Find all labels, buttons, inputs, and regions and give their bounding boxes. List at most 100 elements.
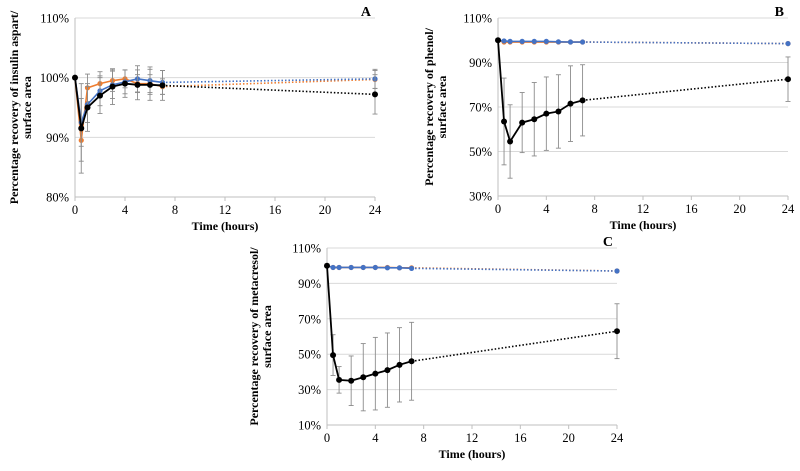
x-tick-label: 8 (421, 431, 427, 445)
data-point (495, 37, 501, 44)
series-trend-dotted (582, 78, 789, 102)
x-tick-label: 0 (324, 431, 330, 445)
data-point (531, 116, 538, 123)
series-trend-dotted (162, 84, 376, 96)
y-tick-label: 80% (46, 191, 69, 205)
data-point (84, 104, 91, 111)
x-tick-label: 4 (543, 202, 550, 216)
data-point (507, 138, 514, 145)
y-tick-label: 110% (40, 12, 69, 26)
x-tick-label: 8 (172, 203, 178, 217)
data-point (408, 358, 415, 365)
y-tick-label: 10% (298, 419, 321, 433)
x-tick-label: 0 (495, 202, 501, 216)
x-tick-label: 12 (637, 202, 650, 216)
x-tick-label: 16 (269, 203, 282, 217)
series-black-b (495, 37, 791, 179)
chart-panel-b: 30% 50% 70% 90% 110% 0 4 8 12 16 20 24 Time (hours) P… (422, 5, 795, 232)
data-point (396, 265, 403, 271)
y-axis-title-line: surface area (20, 76, 34, 139)
series-blue-c (324, 263, 620, 274)
y-tick-label: 50% (469, 145, 492, 159)
data-point (501, 38, 507, 44)
series-black-a (72, 68, 378, 174)
y-tick-label: 70% (469, 101, 492, 115)
data-point (336, 376, 343, 383)
x-tick-label: 4 (372, 431, 379, 445)
y-axis-title-line: surface area (260, 305, 274, 368)
y-axis-title: Percentage recovery of insulin aspart/su… (7, 10, 34, 204)
series-trend-dotted (582, 41, 789, 45)
y-tick-label: 110% (463, 12, 492, 26)
data-point (360, 374, 367, 381)
data-point (543, 110, 550, 117)
y-axis-title: Percentage recovery of metacresol/surfac… (247, 247, 274, 426)
x-tick-label: 20 (733, 202, 746, 216)
data-point (567, 100, 574, 107)
data-point (72, 74, 78, 81)
y-tick-label: 90% (46, 131, 69, 145)
series-line (497, 40, 583, 144)
x-tick-label: 20 (319, 203, 332, 217)
data-point (372, 370, 379, 377)
series-blue-b (495, 37, 791, 47)
x-tick-label: 16 (514, 431, 527, 445)
chart-panel-c: 10% 30% 50% 70% 90% 110% 0 4 8 12 16 20 24 Time (hour… (247, 235, 624, 461)
data-point (531, 38, 537, 44)
data-point (785, 40, 791, 47)
x-tick-label: 12 (219, 203, 232, 217)
y-tick-label: 30% (298, 383, 321, 397)
x-tick-label: 20 (562, 431, 575, 445)
data-point (324, 262, 330, 269)
data-point (159, 82, 166, 89)
data-point (134, 81, 141, 88)
data-point (348, 377, 355, 384)
data-point (336, 264, 342, 271)
data-point (109, 83, 116, 90)
data-point (501, 118, 508, 125)
data-point (360, 264, 366, 271)
panel-tag-c: C (603, 235, 613, 250)
x-tick-label: 24 (611, 431, 624, 445)
y-tick-label: 90% (469, 56, 492, 70)
data-point (372, 91, 378, 98)
x-tick-label: 0 (72, 203, 78, 217)
y-axis-title: Percentage recovery of phenol/surface ar… (422, 27, 449, 186)
data-point (372, 264, 378, 271)
series-trend-dotted (162, 78, 376, 88)
data-point (97, 92, 103, 99)
data-point (614, 328, 620, 335)
x-axis-title: Time (hours) (610, 218, 677, 232)
y-tick-label: 50% (298, 348, 321, 362)
panel-tag-b: B (775, 5, 784, 20)
series-trend-dotted (162, 78, 376, 84)
x-tick-label: 16 (685, 202, 698, 216)
data-point (543, 38, 549, 44)
y-tick-label: 90% (298, 277, 321, 291)
data-point (579, 39, 586, 45)
data-point (122, 80, 128, 87)
data-point (507, 38, 513, 44)
x-tick-label: 8 (592, 202, 598, 216)
series-black-c (324, 262, 620, 412)
data-point (384, 265, 391, 271)
data-point (330, 352, 337, 359)
data-point (78, 125, 85, 132)
y-axis-title-line: Percentage recovery of insulin aspart/ (7, 10, 21, 204)
y-axis-title-line: surface area (435, 76, 449, 139)
data-point (384, 367, 391, 374)
data-point (408, 265, 415, 271)
y-tick-label: 110% (292, 242, 321, 256)
y-tick-label: 30% (469, 190, 492, 204)
data-point (147, 81, 153, 88)
chart-panel-a: 80% 90% 100% 110% 0 4 8 12 16 20 24 Time (hours) Per… (7, 5, 382, 233)
panel-tag-a: A (361, 5, 372, 20)
data-point (330, 264, 336, 271)
x-axis-title: Time (hours) (192, 219, 259, 233)
data-point (785, 76, 791, 83)
data-point (519, 119, 526, 126)
data-point (555, 108, 562, 115)
y-tick-label: 100% (40, 71, 69, 85)
data-point (567, 39, 574, 45)
